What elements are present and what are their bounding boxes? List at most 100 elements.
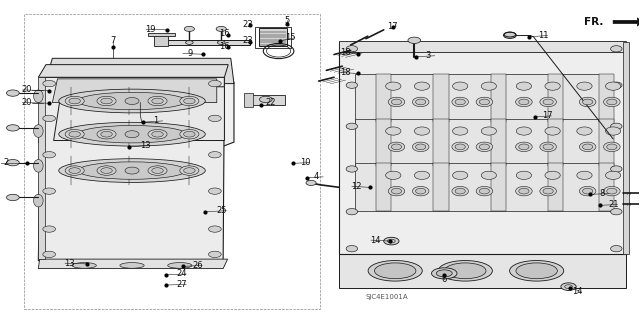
Text: FR.: FR. <box>584 17 603 27</box>
Polygon shape <box>599 119 614 167</box>
Ellipse shape <box>582 188 593 194</box>
Ellipse shape <box>545 171 560 179</box>
Ellipse shape <box>148 96 167 106</box>
Polygon shape <box>355 119 612 167</box>
Ellipse shape <box>392 99 401 105</box>
Ellipse shape <box>516 127 532 135</box>
Ellipse shape <box>388 97 404 107</box>
Ellipse shape <box>59 122 205 146</box>
Ellipse shape <box>516 142 532 152</box>
Ellipse shape <box>605 127 621 135</box>
Circle shape <box>408 37 420 43</box>
Polygon shape <box>433 74 449 122</box>
Ellipse shape <box>388 186 404 196</box>
Polygon shape <box>376 163 392 211</box>
Polygon shape <box>45 58 234 84</box>
Ellipse shape <box>100 131 112 137</box>
Ellipse shape <box>33 194 43 207</box>
Ellipse shape <box>184 98 195 104</box>
Ellipse shape <box>43 226 56 232</box>
Polygon shape <box>355 163 612 211</box>
Ellipse shape <box>509 261 564 281</box>
Ellipse shape <box>540 97 556 107</box>
Text: 17: 17 <box>387 22 397 31</box>
Text: 5: 5 <box>284 16 289 25</box>
Ellipse shape <box>346 123 358 130</box>
Text: 8: 8 <box>599 189 604 198</box>
Ellipse shape <box>386 171 401 179</box>
Ellipse shape <box>611 166 622 172</box>
Ellipse shape <box>476 186 493 196</box>
Ellipse shape <box>611 209 622 215</box>
Text: 13: 13 <box>64 259 75 268</box>
Text: 11: 11 <box>538 31 548 40</box>
Ellipse shape <box>392 144 401 150</box>
Text: 4: 4 <box>314 172 319 182</box>
Ellipse shape <box>431 268 457 279</box>
Ellipse shape <box>33 125 43 137</box>
Circle shape <box>564 285 572 288</box>
Ellipse shape <box>415 99 426 105</box>
Text: 20: 20 <box>22 85 32 94</box>
Ellipse shape <box>346 246 358 252</box>
Ellipse shape <box>516 186 532 196</box>
Polygon shape <box>52 79 217 103</box>
Ellipse shape <box>125 167 139 174</box>
Ellipse shape <box>452 186 468 196</box>
Polygon shape <box>433 163 449 211</box>
Ellipse shape <box>579 142 596 152</box>
Polygon shape <box>355 74 612 122</box>
Ellipse shape <box>540 186 556 196</box>
Ellipse shape <box>120 263 144 268</box>
Text: 14: 14 <box>572 287 582 296</box>
Ellipse shape <box>186 41 193 44</box>
Polygon shape <box>148 33 175 36</box>
Ellipse shape <box>577 127 592 135</box>
Polygon shape <box>154 34 168 46</box>
Polygon shape <box>259 28 287 46</box>
Circle shape <box>184 26 195 32</box>
Text: 16: 16 <box>220 42 230 51</box>
Ellipse shape <box>100 98 112 104</box>
Ellipse shape <box>78 162 186 179</box>
Polygon shape <box>376 74 392 122</box>
Ellipse shape <box>368 261 422 281</box>
Ellipse shape <box>412 186 429 196</box>
Polygon shape <box>38 259 228 269</box>
Ellipse shape <box>519 144 529 150</box>
Ellipse shape <box>43 251 56 257</box>
Ellipse shape <box>516 171 532 179</box>
Circle shape <box>384 237 399 245</box>
Ellipse shape <box>452 171 468 179</box>
Ellipse shape <box>414 171 429 179</box>
Text: 24: 24 <box>177 270 187 278</box>
Polygon shape <box>339 42 626 254</box>
Ellipse shape <box>152 168 163 174</box>
Text: 21: 21 <box>608 200 618 209</box>
Ellipse shape <box>543 99 553 105</box>
Polygon shape <box>38 82 234 153</box>
Polygon shape <box>433 119 449 167</box>
Ellipse shape <box>65 166 84 175</box>
Text: 14: 14 <box>370 236 381 245</box>
Ellipse shape <box>519 188 529 194</box>
Text: 10: 10 <box>300 158 310 167</box>
Polygon shape <box>248 95 285 105</box>
Ellipse shape <box>148 166 167 175</box>
Ellipse shape <box>168 263 192 268</box>
Ellipse shape <box>346 166 358 172</box>
Ellipse shape <box>152 98 163 104</box>
Ellipse shape <box>481 127 497 135</box>
Text: 12: 12 <box>351 182 362 191</box>
Ellipse shape <box>519 99 529 105</box>
Ellipse shape <box>97 166 116 175</box>
Ellipse shape <box>476 142 493 152</box>
Ellipse shape <box>392 188 401 194</box>
Ellipse shape <box>180 166 199 175</box>
Polygon shape <box>491 74 506 122</box>
Text: 15: 15 <box>285 33 296 42</box>
Ellipse shape <box>579 97 596 107</box>
Ellipse shape <box>97 130 116 139</box>
Circle shape <box>504 32 516 38</box>
Circle shape <box>6 194 19 201</box>
